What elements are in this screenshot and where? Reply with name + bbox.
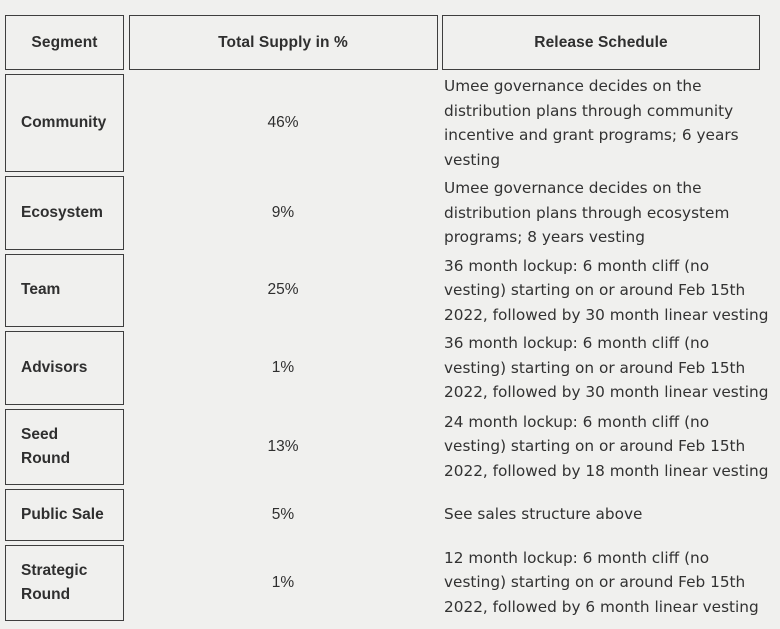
schedule-cell: See sales structure above: [444, 505, 643, 524]
schedule-cell: 36 month lockup: 6 month cliff (no vesti…: [444, 334, 769, 401]
segment-cell: Seed Round: [5, 408, 124, 485]
schedule-cell: Umee governance decides on the distribut…: [444, 179, 730, 246]
supply-cell: 46%: [267, 114, 299, 131]
column-header-total-supply: Total Supply in %: [128, 15, 438, 70]
schedule-cell: 24 month lockup: 6 month cliff (no vesti…: [444, 412, 769, 480]
segment-cell: Strategic Round: [5, 544, 124, 621]
supply-cell: 13%: [267, 437, 299, 455]
segment-cell: Community: [5, 74, 124, 172]
segment-cell: Ecosystem: [5, 176, 124, 250]
column-header-segment: Segment: [5, 15, 124, 70]
supply-cell: 25%: [267, 281, 299, 299]
supply-cell: 5%: [271, 505, 295, 523]
schedule-cell: 36 month lockup: 6 month cliff (no vesti…: [444, 256, 769, 324]
segment-cell: Team: [5, 253, 124, 327]
supply-cell: 9%: [271, 203, 295, 221]
column-header-release-schedule: Release Schedule: [442, 15, 760, 70]
segment-cell: Advisors: [5, 331, 124, 405]
schedule-cell: 12 month lockup: 6 month cliff (no vesti…: [444, 548, 759, 616]
tokenomics-table: Segment Total Supply in % Release Schedu…: [5, 15, 773, 621]
supply-cell: 1%: [271, 573, 295, 591]
schedule-cell: Umee governance decides on the distribut…: [444, 77, 739, 169]
supply-cell: 1%: [271, 358, 295, 376]
segment-cell: Public Sale: [5, 488, 124, 541]
